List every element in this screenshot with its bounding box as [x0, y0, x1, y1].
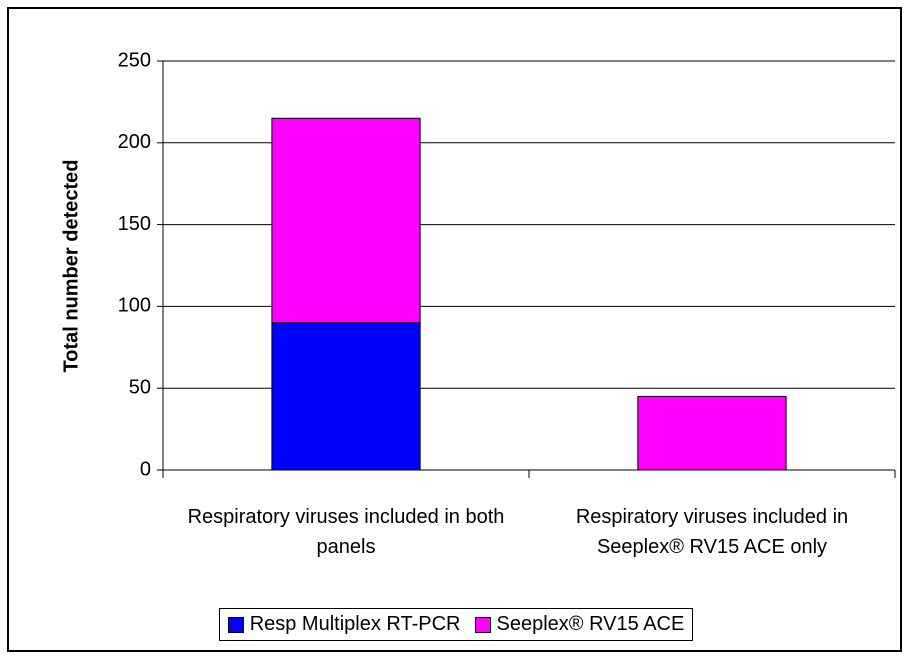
y-tick-label: 100 — [118, 295, 151, 317]
y-tick-label: 200 — [118, 131, 151, 153]
bar-segment — [271, 322, 421, 471]
x-tick-label: Respiratory viruses included in both pan… — [187, 506, 505, 558]
y-tick-label: 250 — [118, 49, 151, 71]
legend-item: Resp Multiplex RT-PCR — [227, 613, 461, 636]
chart-frame — [7, 7, 902, 652]
bar-segment — [637, 395, 787, 471]
y-tick-label: 50 — [129, 376, 151, 398]
legend-swatch — [227, 616, 244, 633]
bar-segment — [271, 117, 421, 324]
legend-label: Resp Multiplex RT-PCR — [249, 613, 461, 635]
legend-swatch — [474, 616, 491, 633]
y-axis-title: Total number detected — [60, 160, 82, 373]
legend-item: Seeplex® RV15 ACE — [474, 613, 685, 636]
legend-box: Resp Multiplex RT-PCR Seeplex® RV15 ACE — [218, 608, 694, 641]
x-tick-label: Respiratory viruses included in Seeplex®… — [575, 506, 849, 558]
legend: Resp Multiplex RT-PCR Seeplex® RV15 ACE — [0, 608, 912, 641]
y-tick-label: 150 — [118, 213, 151, 235]
y-tick-label: 0 — [140, 458, 151, 480]
legend-label: Seeplex® RV15 ACE — [496, 613, 685, 635]
